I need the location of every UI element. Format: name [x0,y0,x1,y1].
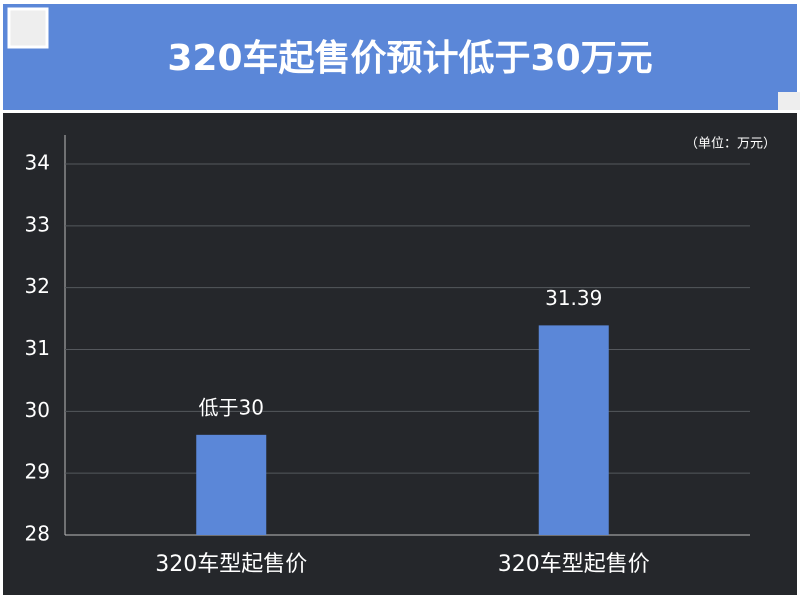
bar [538,325,609,535]
y-tick-label: 33 [25,212,50,236]
x-tick-label: 320车型起售价 [498,552,650,577]
y-tick-label: 32 [25,274,50,298]
data-label: 31.39 [545,286,602,310]
bar [196,434,267,535]
y-tick-label: 34 [25,151,50,175]
unit-annotation: （单位：万元） [685,137,776,152]
y-tick-label: 31 [25,336,50,360]
x-tick-label: 320车型起售价 [155,552,307,577]
banner-corner [778,92,800,110]
y-tick-label: 30 [25,398,50,422]
banner-icon [7,7,49,49]
plot-background [3,113,797,595]
y-tick-label: 28 [25,522,50,546]
title-banner [3,4,797,110]
y-tick-label: 29 [25,460,50,484]
chart-title: 320车起售价预计低于30万元 [167,38,652,79]
data-label: 低于30 [199,395,264,419]
